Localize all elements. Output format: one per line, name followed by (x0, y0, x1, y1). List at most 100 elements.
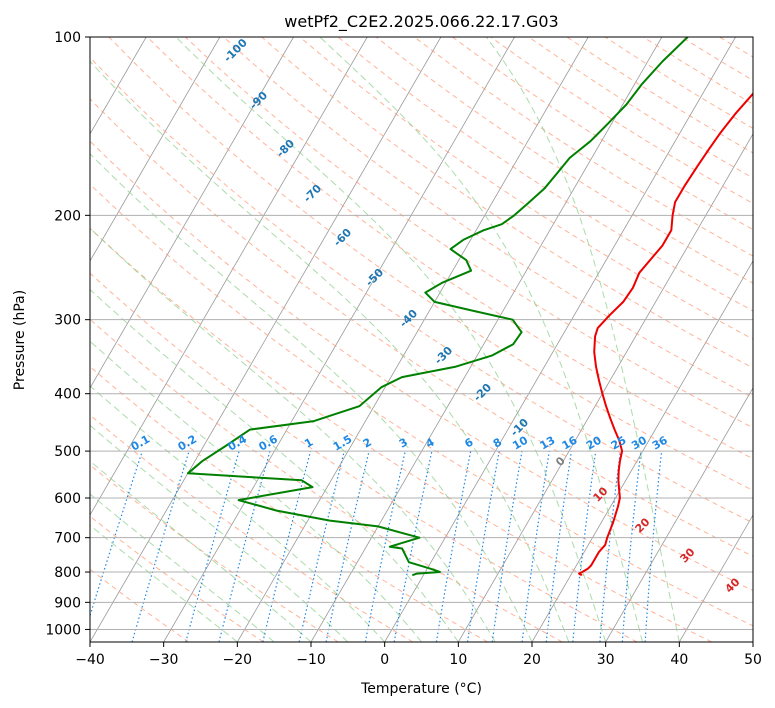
dry-adiabat-line (528, 37, 753, 179)
isotherm-label: -100 (221, 36, 250, 65)
dry-adiabat-line (90, 365, 488, 642)
dry-adiabat-line (184, 37, 753, 429)
moist-adiabat-line (90, 227, 496, 642)
y-axis-label: Pressure (hPa) (12, 290, 28, 390)
y-tick-label: 300 (54, 313, 81, 329)
moist-adiabat-line (90, 288, 459, 642)
dry-adiabat-line (90, 56, 753, 524)
mixing-ratio-label: 30 (629, 433, 649, 452)
isotherm-label: -60 (331, 226, 354, 249)
dry-adiabat-line (299, 37, 753, 340)
y-tick-label: 100 (54, 30, 81, 46)
y-tick-label: 600 (54, 491, 81, 507)
dry-adiabat-line (90, 515, 264, 642)
isotherm-label: -30 (432, 344, 455, 367)
temperature-profile-line (578, 92, 753, 577)
mixing-ratio-line (621, 451, 642, 642)
isotherm-line (90, 37, 442, 642)
dry-adiabat-line (108, 37, 753, 492)
isotherm-label: -50 (363, 266, 386, 289)
mixing-ratio-line (298, 450, 345, 642)
isotherm-label: -10 (508, 416, 531, 439)
mixing-ratio-label: 6 (462, 435, 475, 450)
moist-adiabat-line (90, 153, 533, 642)
mixing-ratio-line (521, 451, 550, 642)
mixing-ratio-label: 4 (424, 435, 437, 450)
mixing-ratio-line (393, 450, 433, 642)
moist-adiabat-line (90, 424, 349, 642)
mixing-ratio-label: 1 (302, 436, 315, 451)
plot-frame (89, 36, 754, 643)
mixing-ratio-label: 3 (397, 436, 410, 451)
x-axis-ticks: −40 −30 −20 −10 0 10 20 30 40 50 (75, 642, 762, 668)
mixing-ratio-line (545, 451, 572, 642)
mixing-ratio-line (435, 450, 472, 642)
mixing-ratio-label: 0.4 (226, 432, 250, 453)
x-tick-label: 10 (449, 652, 467, 668)
isotherm-label: -80 (274, 137, 297, 160)
mixing-ratio-line (185, 450, 240, 642)
x-tick-label: 40 (670, 652, 688, 668)
moist-adiabat-line (175, 37, 607, 642)
x-axis-label: Temperature (°C) (360, 681, 482, 697)
dry-adiabat-line (681, 37, 753, 81)
isotherm-line (236, 37, 589, 642)
dry-adiabat-line (719, 37, 753, 58)
x-tick-label: 30 (597, 652, 615, 668)
isotherm-label: -70 (301, 182, 324, 205)
dry-adiabat-line (90, 227, 712, 642)
x-tick-label: −20 (223, 652, 253, 668)
mixing-ratio-line (131, 450, 190, 642)
isotherm-line (605, 387, 753, 642)
mixing-ratio-label: 1.5 (331, 433, 354, 454)
isotherm-line (310, 37, 663, 642)
mixing-ratio-line (491, 450, 523, 642)
mixing-ratio-line (262, 450, 312, 642)
dry-adiabat-line (375, 37, 753, 284)
mixing-ratio-line (325, 450, 370, 642)
isotherm-line (531, 260, 753, 642)
mixing-ratio-label: 16 (560, 433, 580, 452)
dry-adiabat-line (90, 318, 563, 642)
dry-adiabat-line (642, 37, 753, 105)
mixing-ratio-label: 0.2 (176, 433, 199, 454)
dry-adiabat-line (261, 37, 753, 369)
isotherm-line (163, 37, 515, 642)
overlay-labels: 0.1 0.2 0.4 0.6 1 1.5 2 3 4 6 8 10 13 16 20 25 30 36-100-… (129, 36, 743, 596)
isotherm-line (457, 133, 753, 642)
isotherm-line (90, 37, 294, 389)
dry-adiabat-line (337, 37, 753, 312)
dry-adiabat-line (566, 37, 753, 154)
mixing-ratio-label: 20 (584, 433, 604, 452)
x-tick-label: −40 (75, 652, 105, 668)
isotherm-line (678, 514, 753, 642)
dewpoint-profile-line (186, 37, 689, 577)
grid-lines (90, 36, 753, 630)
isotherm-line (90, 37, 221, 262)
y-tick-label: 700 (54, 531, 81, 547)
dry-adiabat-line (90, 140, 753, 592)
isotherm-line (0, 37, 73, 642)
y-tick-label: 400 (54, 387, 81, 403)
moist-adiabat-line (90, 524, 238, 642)
isotherm-label: 20 (633, 515, 653, 535)
isotherm-label: -40 (397, 307, 420, 330)
mixing-ratio-line (218, 450, 271, 642)
y-tick-label: 900 (54, 595, 81, 611)
dry-adiabat-line (90, 414, 414, 642)
isotherm-label: 10 (591, 484, 611, 504)
isotherm-label: 30 (678, 545, 698, 565)
y-tick-label: 200 (54, 208, 81, 224)
x-tick-label: 50 (744, 652, 762, 668)
isotherm-label: 40 (723, 575, 743, 595)
dry-adiabat-line (452, 37, 753, 231)
x-tick-label: 0 (380, 652, 389, 668)
moist-adiabat-line (90, 60, 570, 642)
plot-background (0, 37, 753, 642)
x-tick-label: −30 (149, 652, 179, 668)
isotherm-line (384, 37, 736, 642)
moist-adiabat-line (90, 460, 312, 642)
isotherm-line (90, 37, 368, 516)
x-tick-label: 20 (523, 652, 541, 668)
mixing-ratio-label: 0.6 (256, 432, 280, 453)
